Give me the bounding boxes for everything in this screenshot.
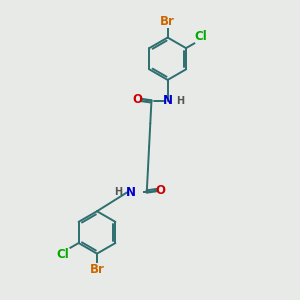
Text: H: H xyxy=(114,188,122,197)
Text: O: O xyxy=(133,93,142,106)
Text: Br: Br xyxy=(90,263,104,276)
Text: Cl: Cl xyxy=(56,248,69,261)
Text: N: N xyxy=(163,94,173,107)
Text: Br: Br xyxy=(160,15,175,28)
Text: Cl: Cl xyxy=(195,30,208,43)
Text: N: N xyxy=(126,186,136,199)
Text: O: O xyxy=(156,184,166,197)
Text: H: H xyxy=(176,96,184,106)
